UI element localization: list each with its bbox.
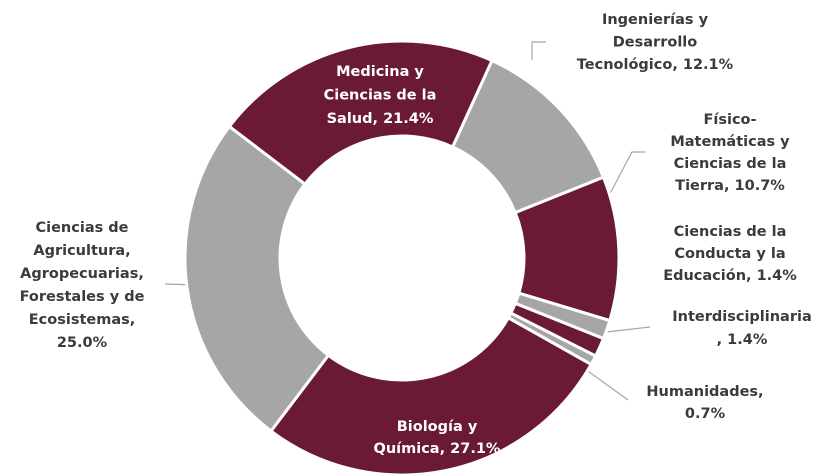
slice-label: Tecnológico, 12.1% <box>577 57 734 73</box>
slice-label: Química, 27.1% <box>374 441 501 457</box>
slice-label: Agricultura, <box>33 243 130 259</box>
slice-label: Físico- <box>703 112 756 128</box>
slice-label: Ciencias de la <box>674 224 787 240</box>
slice-label: Ciencias de la <box>674 156 787 172</box>
slice-label: Agropecuarias, <box>20 266 144 282</box>
slice-label: Educación, 1.4% <box>663 268 797 284</box>
slice-label: Medicina y <box>336 64 424 80</box>
donut-slice <box>227 39 494 187</box>
slice-label: Forestales y de <box>20 289 145 305</box>
slice-label: , 1.4% <box>717 332 768 348</box>
slice-label: Ciencias de <box>35 220 128 236</box>
donut-slice <box>183 124 331 434</box>
donut-slice <box>268 315 594 475</box>
slice-label: Ecosistemas, <box>29 312 136 328</box>
slice-label: Conducta y la <box>674 246 785 262</box>
slice-label: Humanidades, <box>646 384 763 400</box>
slice-label: Desarrollo <box>613 35 697 51</box>
slice-label: Ciencias de la <box>324 88 437 104</box>
slice-label: 25.0% <box>57 335 108 351</box>
leader-line <box>531 41 546 60</box>
slice-label: Tierra, 10.7% <box>675 178 785 194</box>
slice-label: Biología y <box>397 419 478 435</box>
slice-label: Interdisciplinaria <box>672 309 812 325</box>
slice-label: 0.7% <box>685 406 726 422</box>
slice-label: Salud, 21.4% <box>327 111 434 127</box>
slice-label: Matemáticas y <box>670 134 790 150</box>
slice-label: Ingenierías y <box>602 12 709 28</box>
